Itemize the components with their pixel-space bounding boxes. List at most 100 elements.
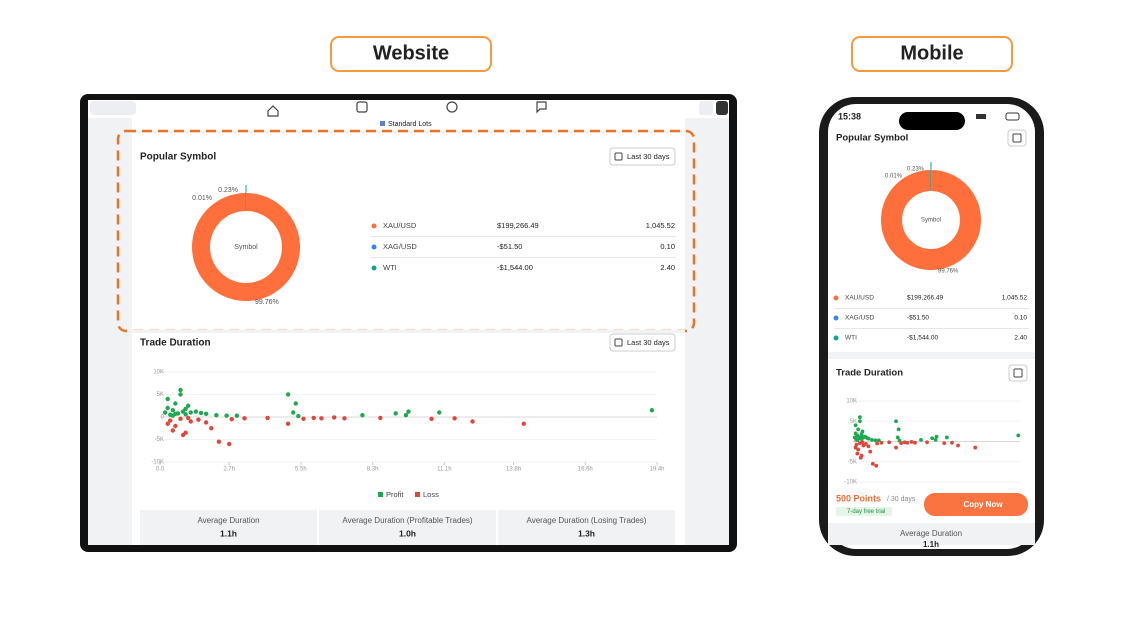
mobile-plot: 10K 5K 0 -5K -10K [844, 399, 1021, 486]
scatter-point [853, 423, 858, 428]
heading: Mobile [900, 42, 963, 64]
scatter-point [196, 417, 201, 422]
legend-dot [833, 315, 839, 321]
x-tick-label: 16.6h [578, 467, 593, 473]
scatter-point [188, 419, 193, 424]
divider [132, 131, 685, 133]
legend-dot [371, 223, 377, 229]
trial-label: 7-day free trial [847, 509, 885, 515]
stat-value: 1.1h [220, 528, 237, 538]
scatter-point [291, 410, 296, 415]
scatter-point [452, 416, 457, 421]
section-title: Trade Duration [836, 368, 903, 379]
scatter-point [165, 396, 170, 402]
scatter-point [178, 387, 183, 393]
x-tick-label: 11.1h [437, 467, 452, 473]
symbol-pnl: -$51.50 [497, 242, 522, 251]
date-button[interactable] [1007, 129, 1027, 147]
scatter-point [856, 436, 861, 441]
scatter-point [930, 436, 935, 441]
scatter-point [649, 408, 655, 413]
nav-icon[interactable] [536, 101, 547, 114]
legend-swatch [415, 492, 420, 497]
scatter-point [332, 415, 337, 420]
symbol-lots: 1,045.52 [1002, 295, 1028, 302]
slice-label: 0.01% [885, 174, 903, 180]
scatter-point [858, 455, 863, 460]
scatter-point [403, 413, 409, 418]
donut-slice [245, 193, 246, 212]
scatter-point [178, 416, 183, 421]
scatter-point [216, 439, 222, 444]
symbol-lots: 0.10 [660, 242, 675, 251]
scatter-point [887, 440, 892, 445]
scatter-point [868, 449, 873, 454]
scatter-point [296, 413, 301, 419]
scatter-point [185, 415, 191, 421]
heading-pill [851, 36, 1013, 72]
scatter-point [224, 413, 229, 418]
scatter-point [919, 437, 923, 442]
phone-screen [828, 104, 1035, 549]
nav-icon[interactable] [699, 101, 713, 115]
date-button[interactable] [609, 147, 676, 166]
legend-dot [371, 244, 377, 250]
nav-item [90, 101, 136, 115]
scatter-point [956, 443, 960, 448]
heading: Website [373, 42, 449, 64]
calendar-icon [1013, 368, 1023, 378]
scatter-point [311, 415, 316, 421]
scatter-point [229, 417, 234, 422]
signal-icon [976, 114, 986, 119]
scatter-point [188, 410, 193, 415]
scatter-point [942, 441, 947, 446]
nav-icon[interactable] [446, 101, 458, 113]
date-button[interactable] [1008, 364, 1028, 382]
dynamic-island [899, 112, 965, 130]
donut-center: Symbol [921, 218, 941, 224]
scatter-point [973, 445, 978, 450]
symbol-name: WTI [383, 263, 397, 272]
scatter-point [301, 416, 306, 421]
scatter-point [168, 418, 173, 423]
y-tick-label: 0 [161, 415, 165, 421]
points: 500 Points [836, 493, 881, 503]
scatter-point [342, 416, 347, 421]
stat-box [498, 510, 675, 545]
section-title: Trade Duration [140, 338, 211, 349]
scatter-point [857, 419, 862, 424]
scatter-point [870, 437, 874, 442]
stat-label: Average Duration [900, 529, 962, 538]
x-tick-label: 19.4h [649, 467, 664, 473]
copy-button[interactable] [924, 493, 1028, 516]
scatter-point [242, 416, 247, 421]
nav-icon[interactable] [716, 101, 728, 115]
scatter-point [950, 440, 954, 445]
stat-value: 1.1h [923, 540, 939, 549]
y-tick-label: -5K [848, 459, 857, 465]
scatter-point [866, 436, 871, 441]
legend-swatch [380, 121, 385, 126]
scatter-point [170, 428, 176, 433]
slice-label: 0.01% [192, 195, 212, 202]
symbol-name: XAG/USD [383, 242, 417, 251]
symbol-pnl: -$1,544.00 [907, 335, 938, 342]
scatter-point [856, 427, 861, 432]
date-button[interactable] [609, 333, 676, 352]
y-tick-label: 5K [850, 419, 857, 425]
legend-dot [371, 265, 377, 271]
y-tick-label: 0 [854, 439, 858, 445]
scatter-point [860, 440, 865, 445]
symbol-lots: 2.40 [1014, 335, 1027, 342]
scatter-point [856, 447, 861, 452]
scatter-point [870, 461, 875, 466]
symbol-name: XAG/USD [845, 315, 875, 322]
scatter-point [406, 409, 411, 414]
scatter-point [855, 433, 860, 438]
nav-icon[interactable] [267, 105, 279, 117]
stat-label: Average Duration (Profitable Trades) [342, 516, 472, 525]
nav-icon[interactable] [356, 101, 368, 113]
scatter-point [854, 442, 859, 447]
symbol-name: XAU/USD [383, 221, 417, 230]
